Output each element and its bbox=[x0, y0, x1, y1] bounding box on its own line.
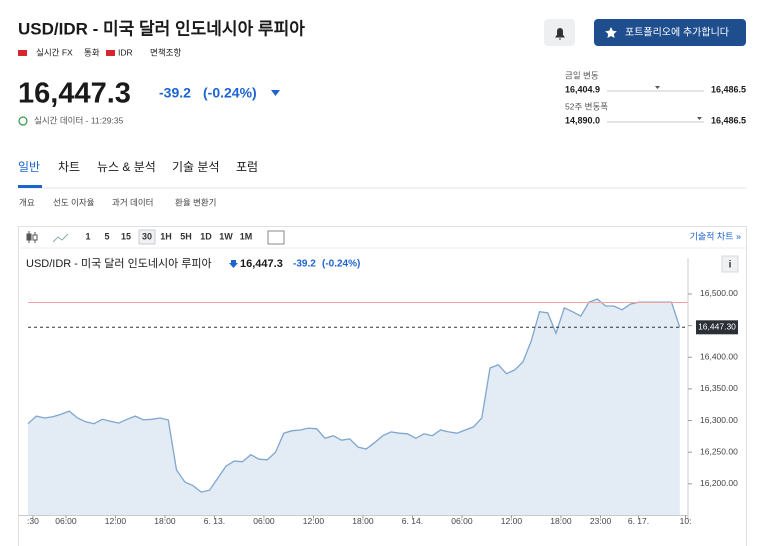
subtab[interactable]: 개요 bbox=[19, 197, 35, 207]
meta: 실시간 FX bbox=[36, 47, 73, 57]
x-tick-label: 12:00 bbox=[105, 516, 127, 526]
tab[interactable]: 기술 분석 bbox=[172, 160, 220, 174]
range-bar bbox=[607, 121, 704, 123]
tab-underline bbox=[18, 185, 42, 188]
x-tick-label: 23:00 bbox=[590, 516, 612, 526]
area-icon[interactable] bbox=[52, 233, 69, 243]
range-bar bbox=[607, 90, 704, 92]
range-low: 16,404.9 bbox=[565, 84, 600, 94]
range-low: 14,890.0 bbox=[565, 115, 600, 125]
range-label: 금일 변동 bbox=[565, 70, 599, 80]
legend-arrow bbox=[229, 260, 238, 268]
down-arrow bbox=[271, 90, 280, 96]
change: -39.2 bbox=[159, 85, 191, 101]
change-pct: (-0.24%) bbox=[203, 85, 257, 101]
info-icon: i bbox=[729, 260, 732, 271]
tab[interactable]: 뉴스 & 분석 bbox=[97, 160, 156, 174]
legend-price: 16,447.3 bbox=[240, 258, 283, 270]
tab[interactable]: 차트 bbox=[58, 160, 80, 174]
interval[interactable]: 30 bbox=[142, 231, 152, 241]
tab[interactable]: 일반 bbox=[18, 160, 40, 174]
x-tick-label: 06:00 bbox=[451, 516, 473, 526]
x-tick-label: :30 bbox=[27, 516, 39, 526]
clock-icon bbox=[18, 116, 28, 126]
range-high: 16,486.5 bbox=[711, 115, 746, 125]
interval[interactable]: 1H bbox=[160, 231, 172, 241]
x-tick-label: 12:00 bbox=[303, 516, 325, 526]
x-tick-label: 06:00 bbox=[253, 516, 275, 526]
button-label: 포트폴리오에 추가합니다 bbox=[625, 27, 729, 39]
y-tick-label: 16,500.00 bbox=[700, 288, 738, 298]
x-tick-label: 6. 14. bbox=[402, 516, 423, 526]
meta[interactable]: IDR bbox=[118, 47, 133, 57]
flag bbox=[106, 50, 115, 56]
indicator-icon[interactable] bbox=[267, 230, 285, 245]
interval[interactable]: 1W bbox=[219, 231, 233, 241]
x-tick-label: 12:00 bbox=[501, 516, 523, 526]
x-tick-label: 18:00 bbox=[352, 516, 374, 526]
subtab[interactable]: 환율 변환기 bbox=[175, 197, 216, 207]
last-price-box bbox=[696, 320, 738, 335]
price: 16,447.3 bbox=[18, 78, 131, 110]
y-tick-label: 16,350.00 bbox=[700, 383, 738, 393]
range-marker bbox=[655, 86, 660, 89]
flag bbox=[18, 50, 27, 56]
meta: 통화 bbox=[84, 47, 100, 57]
area bbox=[28, 299, 680, 516]
subtab[interactable]: 선도 이자율 bbox=[53, 197, 95, 207]
chart-frame bbox=[18, 226, 747, 546]
interval[interactable]: 15 bbox=[121, 231, 131, 241]
x-tick-label: 6. 17. bbox=[628, 516, 649, 526]
tab[interactable]: 포럼 bbox=[236, 160, 258, 174]
x-tick-label: 6. 13. bbox=[204, 516, 225, 526]
interval[interactable]: 5H bbox=[180, 231, 192, 241]
x-tick-label: 18:00 bbox=[154, 516, 176, 526]
legend-change-pct: (-0.24%) bbox=[322, 259, 360, 270]
subtab[interactable]: 과거 데이터 bbox=[112, 197, 153, 207]
range-label: 52주 변동폭 bbox=[565, 101, 608, 111]
last-price-label: 16,447.30 bbox=[698, 322, 736, 332]
x-tick-label: 06:00 bbox=[55, 516, 77, 526]
interval-selected bbox=[138, 229, 156, 245]
y-tick-label: 16,250.00 bbox=[700, 446, 738, 456]
x-tick-label: 10: bbox=[680, 516, 692, 526]
portfolio-button[interactable] bbox=[594, 19, 746, 46]
info-button[interactable] bbox=[721, 255, 739, 273]
tech-chart-link[interactable]: 기술적 차트 » bbox=[690, 230, 741, 241]
title: USD/IDR - 미국 달러 인도네시아 루피아 bbox=[18, 18, 305, 38]
y-tick-label: 16,200.00 bbox=[700, 478, 738, 488]
y-tick-label: 16,300.00 bbox=[700, 415, 738, 425]
y-tick-label: 16,400.00 bbox=[700, 351, 738, 361]
interval[interactable]: 5 bbox=[104, 231, 109, 241]
candle-icon[interactable] bbox=[26, 231, 38, 243]
interval[interactable]: 1 bbox=[85, 231, 90, 241]
bell-icon bbox=[555, 28, 565, 40]
range-marker bbox=[697, 117, 702, 120]
interval[interactable]: 1M bbox=[240, 231, 253, 241]
meta[interactable]: 면책조항 bbox=[150, 47, 181, 57]
time: 실시간 데이터 - 11:29:35 bbox=[34, 115, 124, 125]
price-line bbox=[27, 298, 681, 493]
x-tick-label: 18:00 bbox=[550, 516, 572, 526]
star-icon bbox=[605, 27, 617, 38]
interval[interactable]: 1D bbox=[200, 231, 212, 241]
range-high: 16,486.5 bbox=[711, 84, 746, 94]
chart-legend: USD/IDR - 미국 달러 인도네시아 루피아 bbox=[26, 257, 212, 270]
legend-change: -39.2 bbox=[293, 259, 316, 270]
